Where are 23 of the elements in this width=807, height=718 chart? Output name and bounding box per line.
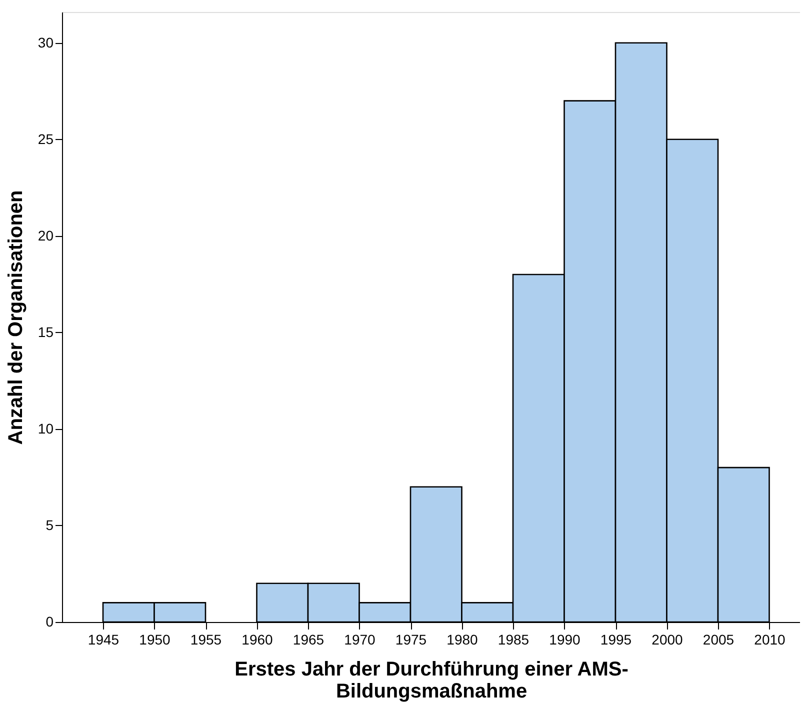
- y-tick-label: 10: [38, 420, 54, 436]
- x-tick-label: 1970: [344, 632, 376, 648]
- x-tick-label: 1985: [498, 632, 530, 648]
- x-tick-label: 1960: [242, 632, 274, 648]
- x-tick-label: 1990: [549, 632, 581, 648]
- x-tick-label: 1950: [139, 632, 171, 648]
- x-tick-label: 1980: [446, 632, 478, 648]
- x-tick-label: 1955: [190, 632, 222, 648]
- y-tick-label: 25: [38, 130, 54, 147]
- y-axis-title: Anzahl der Organisationen: [4, 190, 27, 445]
- y-tick-label: 15: [38, 324, 54, 340]
- x-axis-title: Erstes Jahr der Durchführung einer AMS-Bildungsmaßnahme: [234, 658, 628, 702]
- y-tick-label: 20: [38, 227, 54, 244]
- y-tick-label: 5: [46, 516, 54, 533]
- x-tick-label: 1945: [88, 632, 120, 648]
- y-tick-label: 30: [38, 34, 54, 50]
- x-tick-label: 2000: [652, 632, 684, 648]
- y-tick-label: 0: [46, 614, 54, 630]
- x-tick-label: 1975: [395, 632, 427, 648]
- x-tick-label: 1965: [292, 632, 324, 648]
- x-tick-label: 2010: [754, 632, 786, 648]
- x-tick-label: 2005: [702, 632, 734, 648]
- x-tick-label: 1995: [600, 632, 632, 648]
